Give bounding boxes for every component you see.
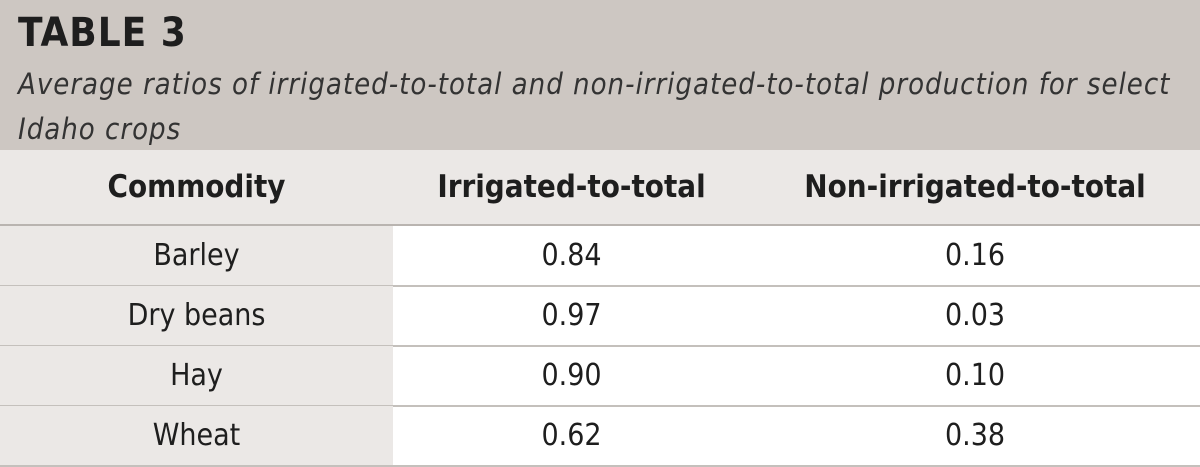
column-header: Commodity [107, 169, 286, 205]
column-header: Irrigated-to-total [437, 169, 706, 205]
table-cell: 0.90 [541, 358, 602, 393]
table-row: Wheat 0.62 0.38 [0, 406, 1200, 467]
table-cell: Barley [0, 226, 393, 285]
table-cell: 0.03 [944, 298, 1006, 333]
table-row: Dry beans 0.97 0.03 [0, 286, 1200, 347]
table-header: TABLE 3 Average ratios of irrigated-to-t… [0, 0, 1200, 150]
header-row: Commodity Irrigated-to-total Non-irrigated… [0, 150, 1200, 226]
table-cell: 0.16 [944, 238, 1006, 273]
table-row: Barley 0.84 0.16 [0, 226, 1200, 287]
table-cell: 0.62 [541, 418, 602, 453]
column-header: Non-irrigated-to-total [804, 169, 1146, 205]
table-cell: 0.84 [541, 238, 602, 273]
table-cell: Hay [0, 346, 393, 405]
table-cell: 0.38 [944, 418, 1006, 453]
table-cell: Dry beans [0, 286, 393, 345]
table-cell: Wheat [0, 406, 393, 465]
table-cell: 0.97 [541, 298, 602, 333]
table-title: TABLE 3 [18, 10, 187, 56]
table-row: Hay 0.90 0.10 [0, 346, 1200, 407]
table-subtitle: Average ratios of irrigated-to-total and… [18, 67, 1171, 146]
table-cell: 0.10 [944, 358, 1006, 393]
